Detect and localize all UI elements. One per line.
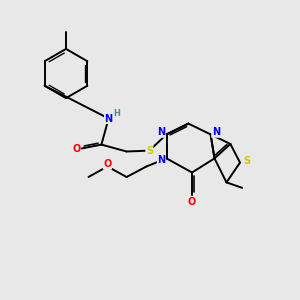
Text: O: O [72,143,81,154]
Text: O: O [188,196,196,207]
Text: N: N [157,127,166,137]
Text: O: O [103,159,112,169]
Text: S: S [146,146,153,156]
Text: N: N [212,127,220,137]
Text: S: S [243,156,250,166]
Text: N: N [157,155,166,165]
Text: H: H [114,109,120,118]
Text: N: N [104,113,113,124]
